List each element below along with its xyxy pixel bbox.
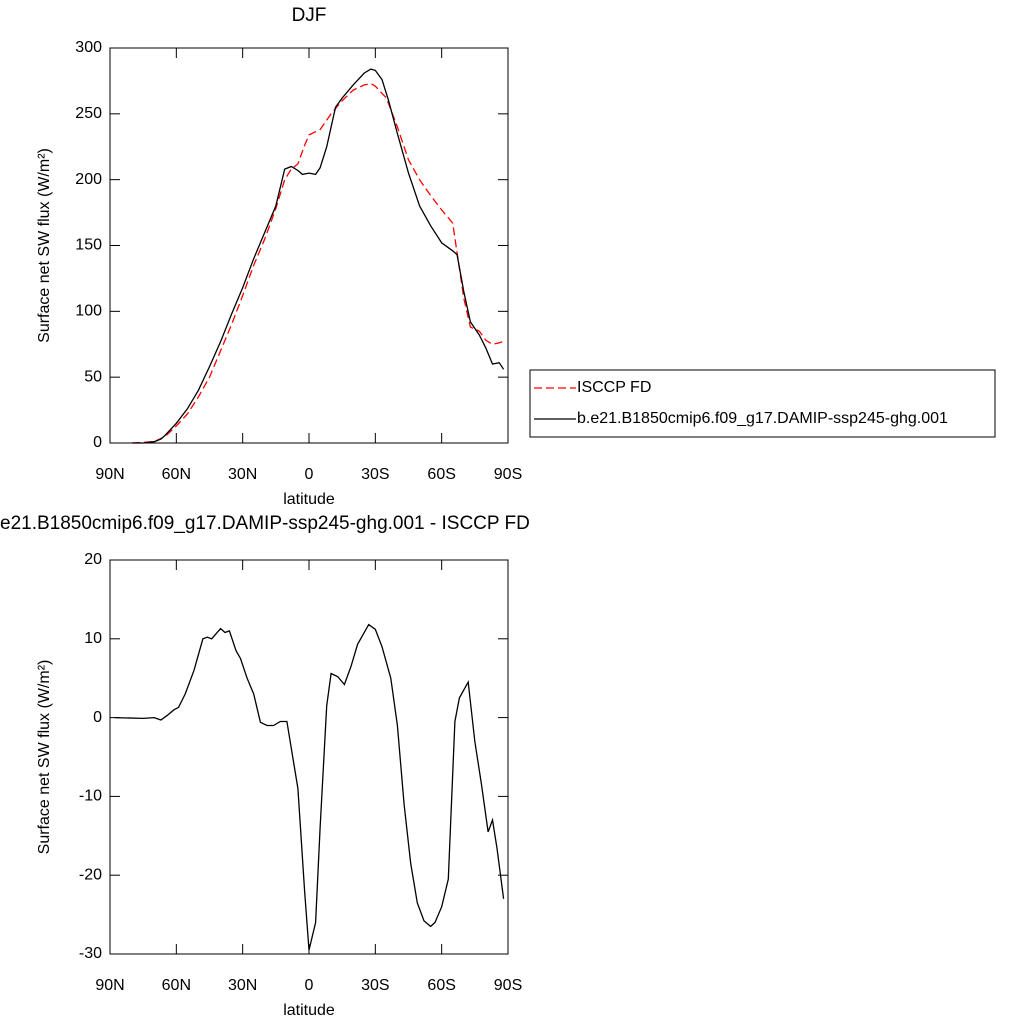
y-tick-label: 300 xyxy=(75,39,102,56)
y-tick-label: 10 xyxy=(84,630,102,647)
y-tick-label: 150 xyxy=(75,237,102,254)
y-tick-label: 0 xyxy=(93,434,102,451)
x-tick-label: 90N xyxy=(95,977,124,994)
y-tick-label: 20 xyxy=(84,551,102,568)
data-line xyxy=(132,68,505,444)
y-axis-label: Surface net SW flux (W/m²) xyxy=(36,660,53,855)
x-axis-label: latitude xyxy=(283,1002,335,1019)
y-tick-label: 0 xyxy=(93,709,102,726)
x-tick-label: 0 xyxy=(305,977,314,994)
x-tick-label: 30N xyxy=(228,466,257,483)
x-tick-label: 0 xyxy=(305,466,314,483)
plot-frame xyxy=(109,559,509,955)
plot-frame xyxy=(109,47,509,444)
x-tick-label: 60S xyxy=(427,977,455,994)
x-tick-label: 60N xyxy=(162,466,191,483)
y-tick-label: 50 xyxy=(84,368,102,385)
y-tick-label: 200 xyxy=(75,171,102,188)
x-tick-label: 30S xyxy=(361,977,389,994)
legend-box xyxy=(529,369,996,438)
legend-label: ISCCP FD xyxy=(577,379,651,396)
chart-title: DJF xyxy=(292,5,327,26)
legend-label: b.e21.B1850cmip6.f09_g17.DAMIP-ssp245-gh… xyxy=(577,410,948,427)
y-tick-label: 250 xyxy=(75,105,102,122)
x-tick-label: 60N xyxy=(162,977,191,994)
y-tick-label: -10 xyxy=(79,788,102,805)
chart-title: e21.B1850cmip6.f09_g17.DAMIP-ssp245-ghg.… xyxy=(0,513,530,534)
data-line xyxy=(114,623,505,951)
y-axis-label: Surface net SW flux (W/m²) xyxy=(36,148,53,343)
y-tick-label: 100 xyxy=(75,303,102,320)
x-tick-label: 90N xyxy=(95,466,124,483)
x-axis-label: latitude xyxy=(283,491,335,508)
data-line xyxy=(132,82,507,444)
y-tick-label: -30 xyxy=(79,945,102,962)
x-tick-label: 60S xyxy=(427,466,455,483)
x-tick-label: 90S xyxy=(494,466,522,483)
x-tick-label: 90S xyxy=(494,977,522,994)
x-tick-label: 30N xyxy=(228,977,257,994)
x-tick-label: 30S xyxy=(361,466,389,483)
y-tick-label: -20 xyxy=(79,866,102,883)
